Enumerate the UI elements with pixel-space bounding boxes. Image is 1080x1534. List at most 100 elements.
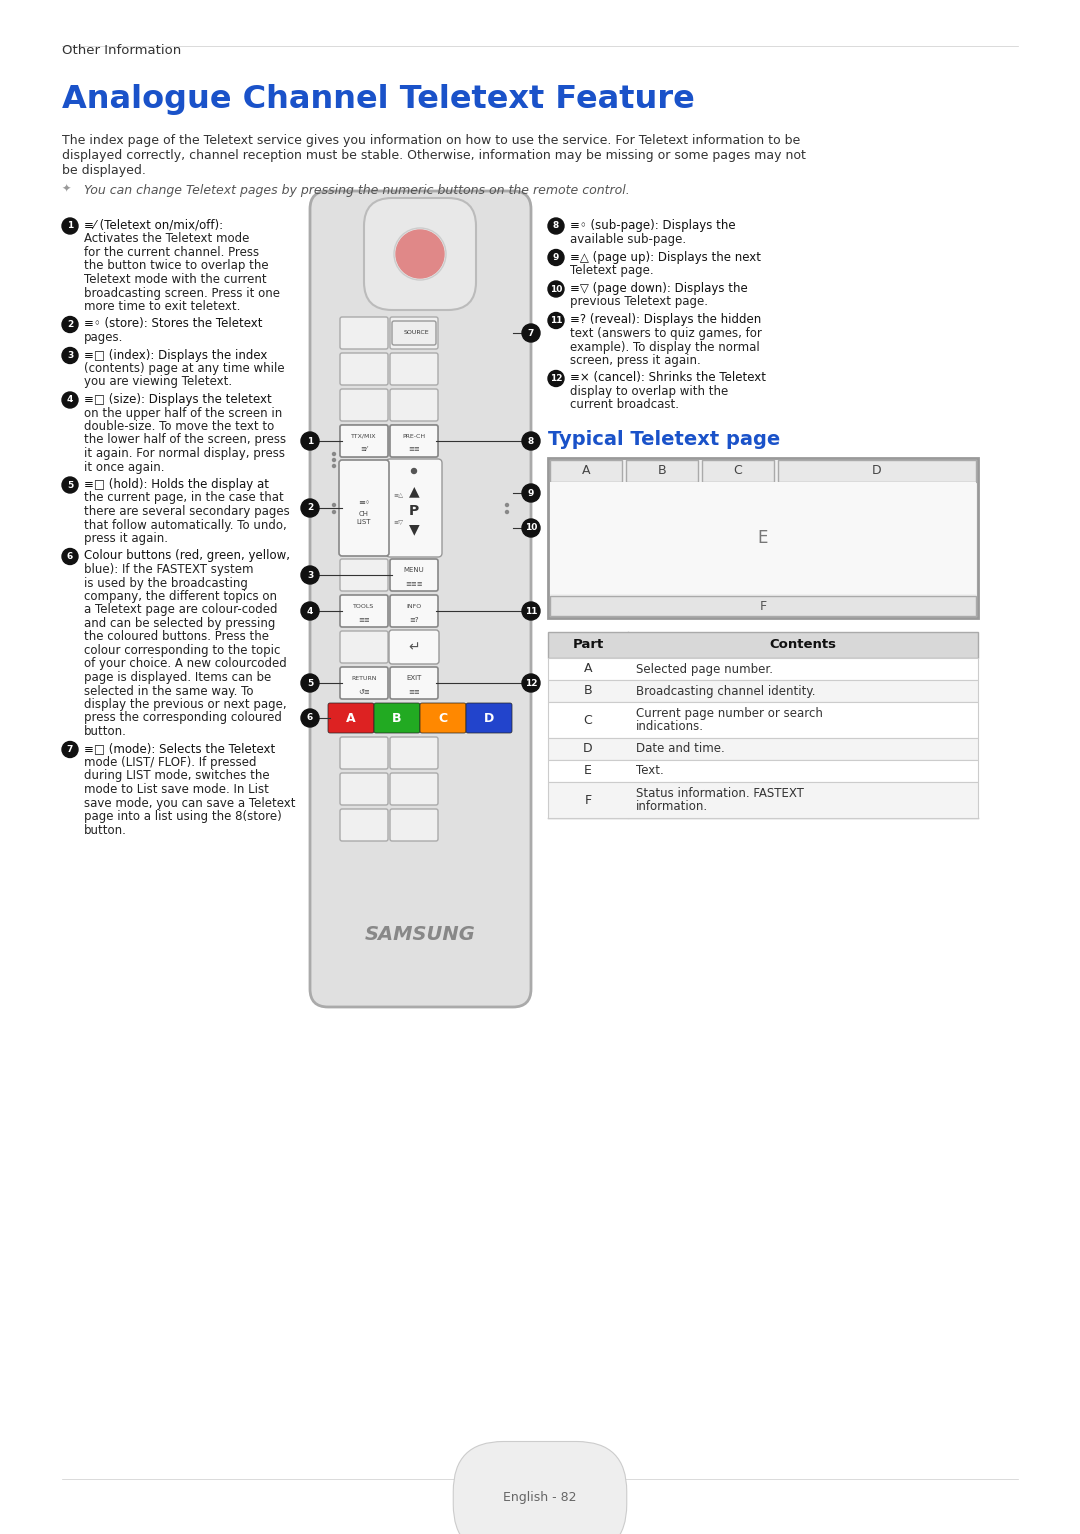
Circle shape — [548, 371, 564, 387]
Text: it once again.: it once again. — [84, 460, 164, 474]
Text: 7: 7 — [528, 328, 535, 337]
Text: Typical Teletext page: Typical Teletext page — [548, 430, 780, 449]
Bar — [550, 597, 976, 617]
Text: button.: button. — [84, 726, 126, 738]
Text: ≡× (cancel): Shrinks the Teletext: ≡× (cancel): Shrinks the Teletext — [570, 371, 766, 385]
Text: 11: 11 — [525, 606, 537, 615]
Text: press it again.: press it again. — [84, 532, 168, 545]
Text: 5: 5 — [67, 480, 73, 489]
Text: B: B — [392, 712, 402, 724]
FancyBboxPatch shape — [390, 808, 438, 841]
Text: colour corresponding to the topic: colour corresponding to the topic — [84, 644, 281, 657]
Text: there are several secondary pages: there are several secondary pages — [84, 505, 289, 518]
Text: Teletext page.: Teletext page. — [570, 264, 653, 278]
Text: 8: 8 — [528, 437, 535, 445]
Circle shape — [333, 465, 336, 468]
FancyBboxPatch shape — [389, 630, 438, 664]
FancyBboxPatch shape — [340, 318, 388, 350]
Text: B: B — [658, 465, 666, 477]
Circle shape — [62, 393, 78, 408]
Text: ≡□ (index): Displays the index: ≡□ (index): Displays the index — [84, 348, 268, 362]
FancyBboxPatch shape — [420, 703, 465, 733]
Text: TOOLS: TOOLS — [353, 604, 375, 609]
Circle shape — [396, 230, 444, 278]
Text: the lower half of the screen, press: the lower half of the screen, press — [84, 434, 286, 446]
Text: the coloured buttons. Press the: the coloured buttons. Press the — [84, 630, 269, 643]
Text: press the corresponding coloured: press the corresponding coloured — [84, 712, 282, 724]
FancyBboxPatch shape — [390, 667, 438, 700]
Text: display the previous or next page,: display the previous or next page, — [84, 698, 286, 710]
Circle shape — [505, 503, 509, 506]
Text: 5: 5 — [307, 678, 313, 687]
Circle shape — [333, 503, 336, 506]
FancyBboxPatch shape — [390, 425, 438, 457]
Text: ≡□ (hold): Holds the display at: ≡□ (hold): Holds the display at — [84, 479, 269, 491]
Text: ▲: ▲ — [408, 485, 419, 499]
Circle shape — [62, 316, 78, 333]
FancyBboxPatch shape — [390, 736, 438, 769]
Text: 1: 1 — [307, 437, 313, 445]
FancyBboxPatch shape — [390, 595, 438, 627]
FancyBboxPatch shape — [374, 703, 420, 733]
Text: English - 82: English - 82 — [503, 1491, 577, 1505]
Circle shape — [333, 453, 336, 456]
Text: on the upper half of the screen in: on the upper half of the screen in — [84, 407, 282, 419]
FancyBboxPatch shape — [392, 321, 436, 345]
Text: Date and time.: Date and time. — [636, 742, 725, 756]
Circle shape — [522, 601, 540, 620]
Text: INFO: INFO — [406, 604, 421, 609]
Text: ≡▽ (page down): Displays the: ≡▽ (page down): Displays the — [570, 282, 747, 295]
Text: 1: 1 — [67, 221, 73, 230]
Text: company, the different topics on: company, the different topics on — [84, 591, 276, 603]
Text: You can change Teletext pages by pressing the numeric buttons on the remote cont: You can change Teletext pages by pressin… — [76, 184, 630, 196]
Text: SAMSUNG: SAMSUNG — [365, 925, 475, 943]
Text: D: D — [583, 742, 593, 756]
Text: you are viewing Teletext.: you are viewing Teletext. — [84, 376, 232, 388]
Bar — [548, 759, 978, 782]
FancyBboxPatch shape — [390, 390, 438, 420]
Text: broadcasting screen. Press it one: broadcasting screen. Press it one — [84, 287, 280, 299]
Circle shape — [333, 459, 336, 462]
Circle shape — [333, 511, 336, 514]
Text: 6: 6 — [307, 713, 313, 723]
Text: RETURN: RETURN — [351, 676, 377, 681]
Text: 9: 9 — [528, 488, 535, 497]
Circle shape — [522, 673, 540, 692]
FancyBboxPatch shape — [340, 425, 388, 457]
Text: mode to List save mode. In List: mode to List save mode. In List — [84, 782, 269, 796]
Text: Contents: Contents — [769, 638, 837, 652]
FancyBboxPatch shape — [340, 558, 388, 591]
Text: ↵: ↵ — [408, 640, 420, 653]
Text: ≡≡≡: ≡≡≡ — [405, 581, 422, 588]
Text: F: F — [584, 793, 592, 807]
Text: previous Teletext page.: previous Teletext page. — [570, 296, 708, 308]
Bar — [626, 460, 698, 482]
Text: ✦: ✦ — [62, 184, 71, 193]
Text: available sub-page.: available sub-page. — [570, 233, 686, 245]
FancyBboxPatch shape — [340, 425, 388, 457]
Text: Current page number or search: Current page number or search — [636, 707, 823, 719]
Bar — [550, 482, 976, 594]
Text: D: D — [873, 465, 881, 477]
Text: 9: 9 — [553, 253, 559, 262]
FancyBboxPatch shape — [364, 198, 476, 310]
Text: P: P — [409, 505, 419, 518]
Text: Status information. FASTEXT: Status information. FASTEXT — [636, 787, 804, 801]
Text: the current page, in the case that: the current page, in the case that — [84, 491, 284, 505]
Text: TTX/MIX: TTX/MIX — [351, 434, 377, 439]
Text: 6: 6 — [67, 552, 73, 561]
Text: PRE-CH: PRE-CH — [403, 434, 426, 439]
Text: Activates the Teletext mode: Activates the Teletext mode — [84, 233, 249, 245]
Text: double-size. To move the text to: double-size. To move the text to — [84, 420, 274, 433]
Bar — [548, 738, 978, 759]
FancyBboxPatch shape — [390, 462, 438, 492]
Text: Colour buttons (red, green, yellow,: Colour buttons (red, green, yellow, — [84, 549, 291, 563]
FancyBboxPatch shape — [390, 425, 438, 457]
Bar — [778, 460, 976, 482]
Text: information.: information. — [636, 801, 708, 813]
Text: example). To display the normal: example). To display the normal — [570, 341, 759, 353]
Text: ↺≡: ↺≡ — [359, 689, 369, 695]
Text: 11: 11 — [550, 316, 563, 325]
Circle shape — [301, 499, 319, 517]
FancyBboxPatch shape — [390, 558, 438, 591]
